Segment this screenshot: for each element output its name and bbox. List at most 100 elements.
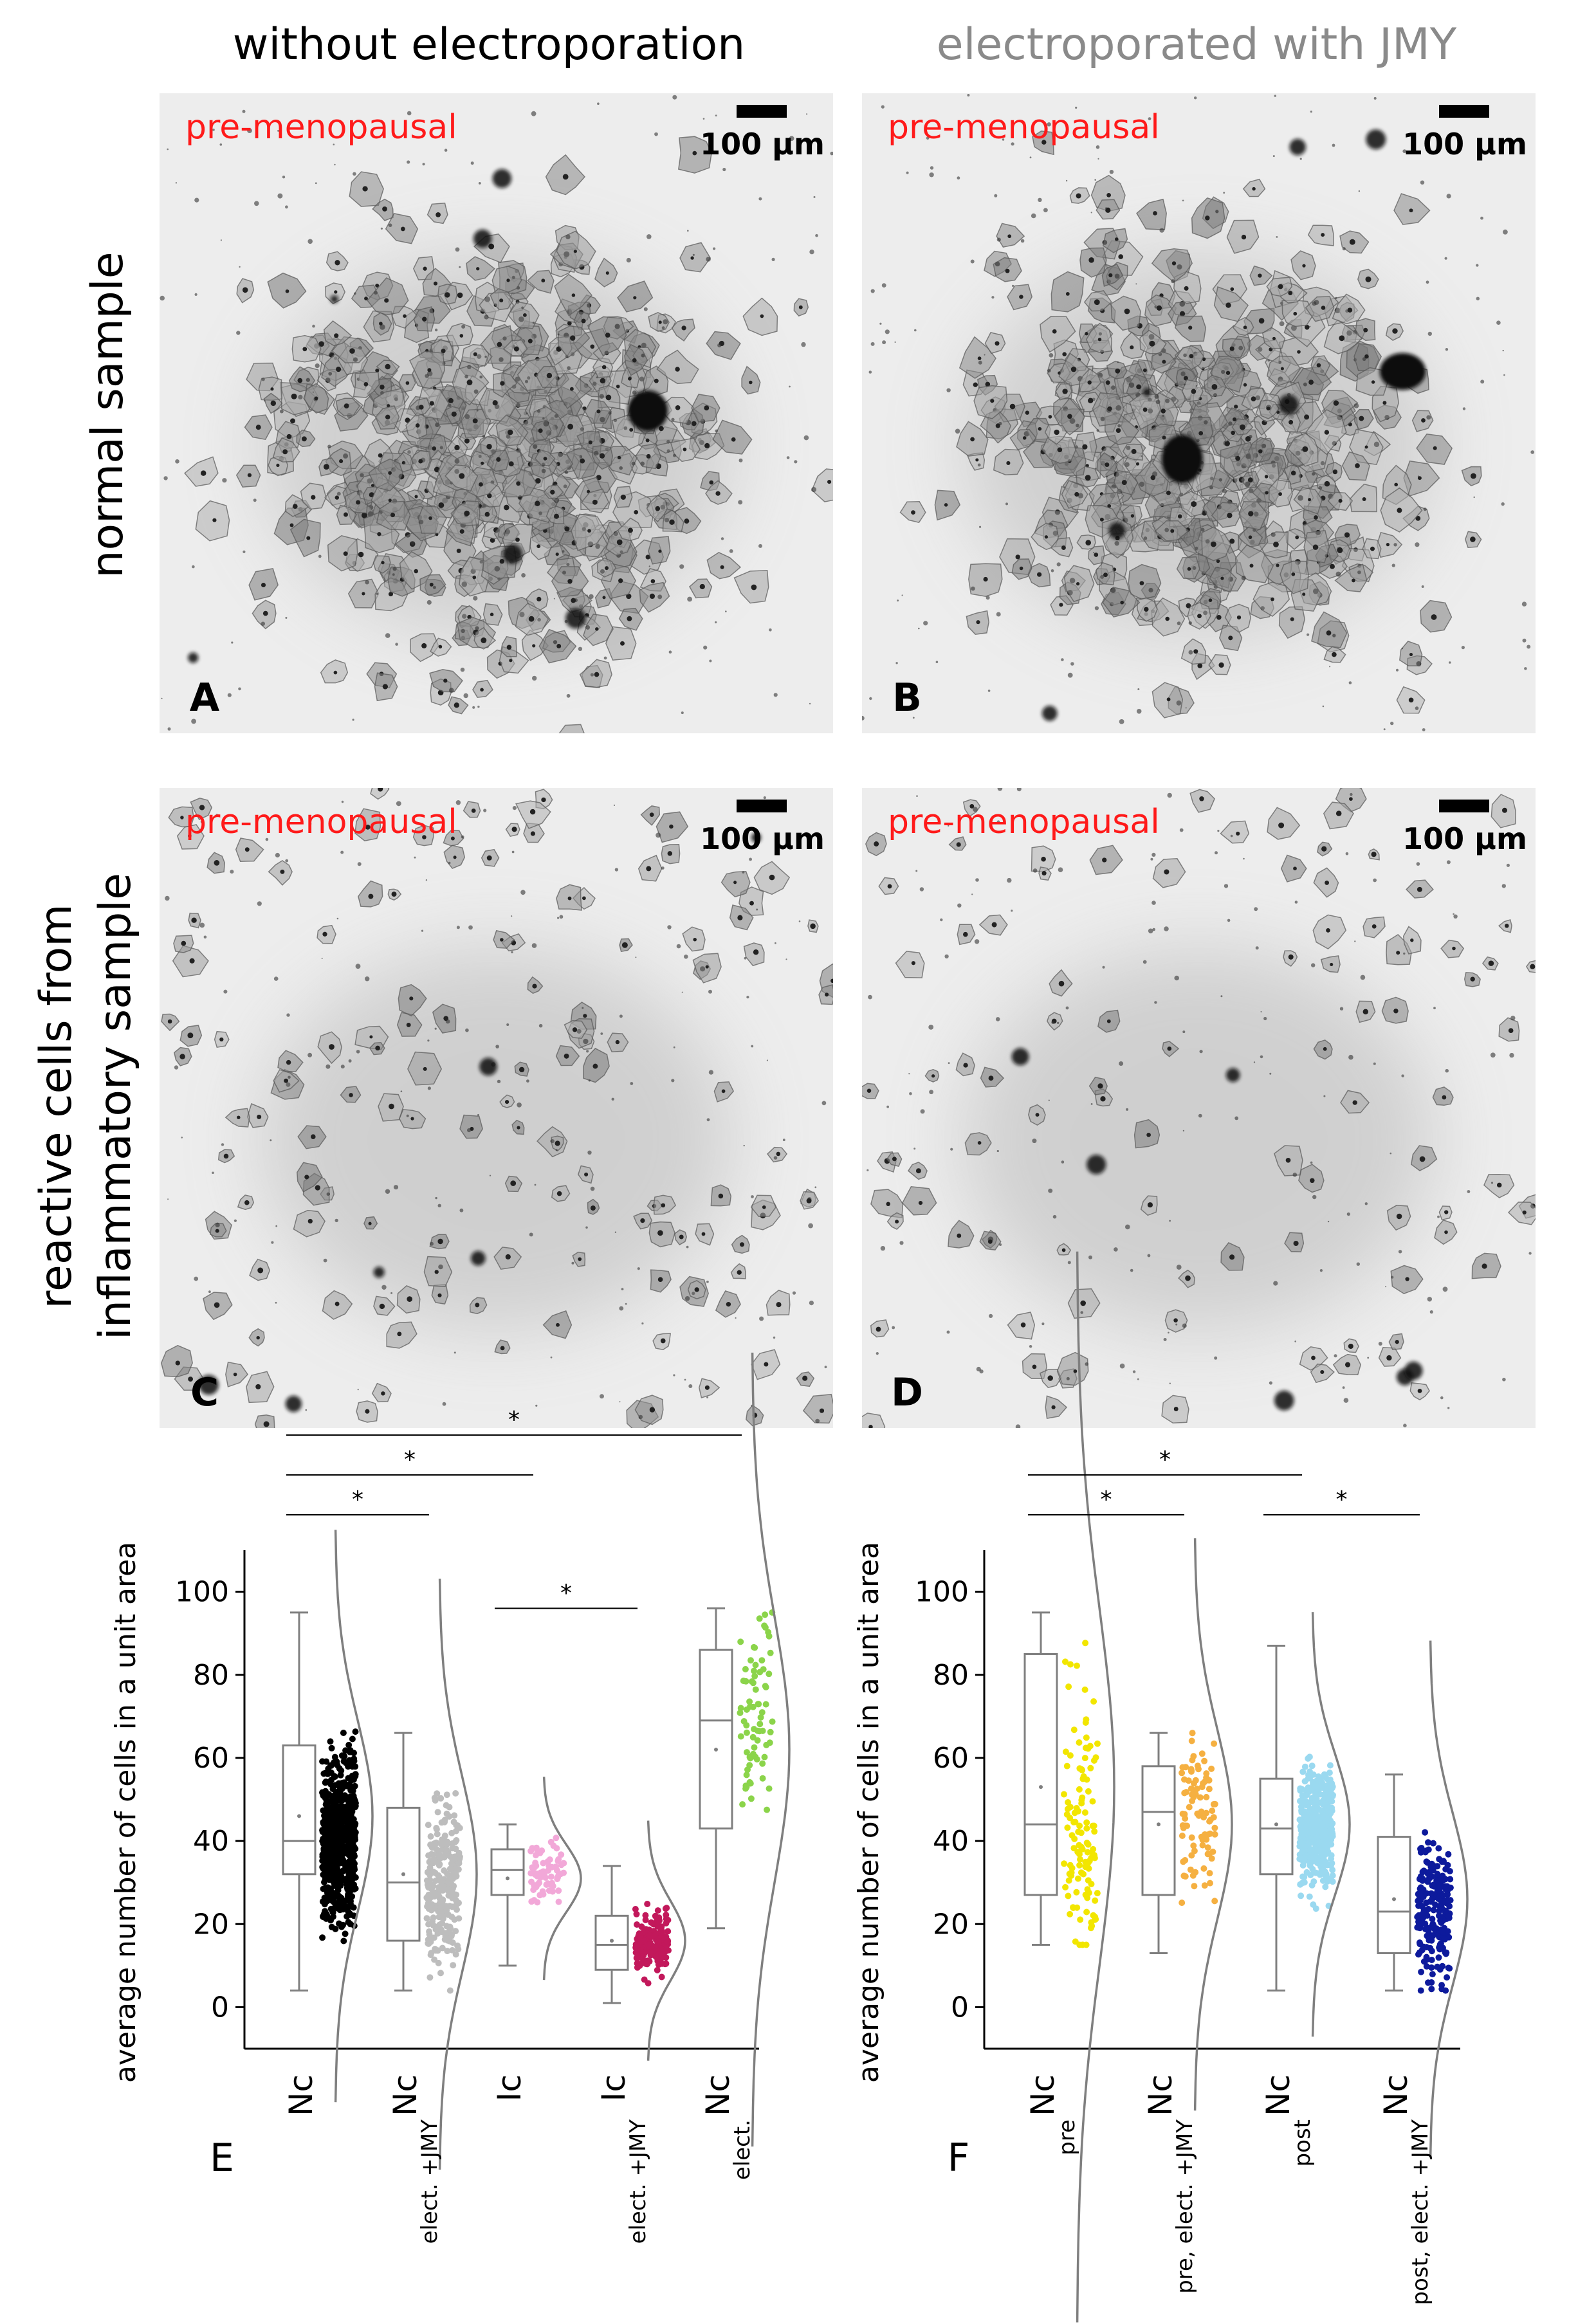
- data-point: [437, 1795, 445, 1802]
- data-point: [342, 1930, 349, 1937]
- data-point: [1445, 1912, 1452, 1919]
- scale-bar: [737, 105, 787, 118]
- data-point: [555, 1856, 562, 1863]
- significance-star: *: [560, 1580, 572, 1606]
- y-tick-label: 100: [915, 1576, 969, 1609]
- x-tick-label: Nc pre, elect. +JMY: [1142, 2074, 1198, 2294]
- data-point: [1329, 1872, 1336, 1879]
- data-point: [1070, 1845, 1078, 1852]
- data-point: [340, 1730, 347, 1736]
- data-point: [1071, 1835, 1078, 1842]
- data-point: [766, 1739, 773, 1746]
- data-point: [1301, 1792, 1308, 1799]
- data-point: [1422, 1829, 1429, 1836]
- data-point: [347, 1804, 354, 1811]
- data-point: [652, 1932, 659, 1939]
- data-point: [656, 1950, 663, 1957]
- data-point: [452, 1790, 459, 1797]
- data-point: [320, 1851, 327, 1858]
- data-point: [1328, 1852, 1335, 1859]
- data-point: [1090, 1698, 1097, 1705]
- data-point: [752, 1686, 759, 1693]
- data-point: [1078, 1800, 1085, 1807]
- scale-bar: [1439, 105, 1489, 118]
- x-tick-label-main: Nc: [1260, 2074, 1297, 2116]
- data-point: [448, 1829, 455, 1836]
- data-point: [1307, 1862, 1314, 1869]
- micrograph-panel-b: pre-menopausal 100 µm B: [862, 93, 1536, 733]
- data-point: [1188, 1737, 1195, 1744]
- x-tick-label-sub: post, elect. +JMY: [1408, 2119, 1433, 2305]
- data-point: [1201, 1882, 1208, 1889]
- data-point: [762, 1701, 769, 1708]
- data-point: [1442, 1866, 1449, 1872]
- data-point: [1303, 1869, 1310, 1876]
- data-point: [1305, 1842, 1312, 1849]
- data-point: [328, 1744, 335, 1752]
- data-point: [1439, 1928, 1446, 1935]
- data-point: [1325, 1807, 1332, 1815]
- box: [490, 1848, 525, 1896]
- data-point: [352, 1800, 359, 1807]
- data-point: [324, 1898, 331, 1905]
- data-point: [448, 1860, 455, 1867]
- cell-cluster: [862, 94, 1535, 731]
- y-tick-label: 80: [193, 1659, 229, 1692]
- data-point: [439, 1944, 446, 1952]
- data-point: [633, 1910, 640, 1917]
- data-point: [1438, 1982, 1445, 1989]
- data-point: [427, 1871, 434, 1878]
- data-point: [1211, 1898, 1218, 1905]
- data-point: [766, 1633, 773, 1640]
- data-point: [1301, 1856, 1308, 1863]
- scatter-points: [319, 1728, 359, 1944]
- data-point: [1061, 1791, 1067, 1798]
- data-point: [1076, 1822, 1083, 1829]
- data-point: [336, 1845, 343, 1852]
- data-point: [528, 1898, 535, 1905]
- data-point: [427, 1864, 434, 1871]
- data-point: [1316, 1820, 1323, 1827]
- data-point: [746, 1698, 753, 1705]
- data-point: [341, 1805, 348, 1812]
- data-point: [427, 1876, 434, 1883]
- x-tick-label: Nc post, elect. +JMY: [1377, 2074, 1433, 2305]
- micrograph-tag: pre-menopausal: [888, 108, 1160, 147]
- data-point: [351, 1853, 358, 1860]
- data-point: [560, 1869, 567, 1876]
- data-point: [446, 1923, 454, 1930]
- data-point: [1308, 1827, 1315, 1834]
- data-point: [427, 1833, 434, 1840]
- data-point: [323, 1758, 330, 1765]
- data-point: [1420, 1867, 1427, 1874]
- data-point: [762, 1611, 769, 1618]
- data-point: [333, 1807, 340, 1815]
- data-point: [1088, 1849, 1096, 1856]
- data-point: [338, 1877, 345, 1884]
- data-point: [1085, 1745, 1092, 1752]
- y-tick-label: 20: [933, 1908, 969, 1941]
- data-point: [1083, 1908, 1090, 1916]
- data-point: [639, 1929, 647, 1936]
- data-point: [1323, 1800, 1330, 1807]
- scatter-points: [1179, 1730, 1218, 1907]
- data-point: [1083, 1734, 1090, 1741]
- x-tick-label-sub: pre: [1054, 2119, 1080, 2155]
- data-point: [1088, 1923, 1096, 1930]
- data-point: [1204, 1851, 1211, 1858]
- data-point: [547, 1838, 555, 1845]
- data-point: [342, 1782, 349, 1789]
- data-point: [1317, 1775, 1324, 1782]
- row-header-bottom: reactive cells from inflammatory sample: [31, 873, 141, 1340]
- data-point: [1442, 1885, 1449, 1892]
- data-point: [1429, 1921, 1436, 1928]
- data-point: [1328, 1862, 1334, 1869]
- x-tick-label-sub: elect.: [729, 2119, 755, 2180]
- y-tick-label: 0: [951, 1991, 969, 2024]
- distribution-curve: [1311, 1612, 1351, 2037]
- mean-marker: [1392, 1897, 1396, 1901]
- data-point: [350, 1793, 357, 1800]
- data-point: [1424, 1932, 1431, 1939]
- data-point: [455, 1946, 462, 1953]
- y-tick-label: 40: [933, 1825, 969, 1858]
